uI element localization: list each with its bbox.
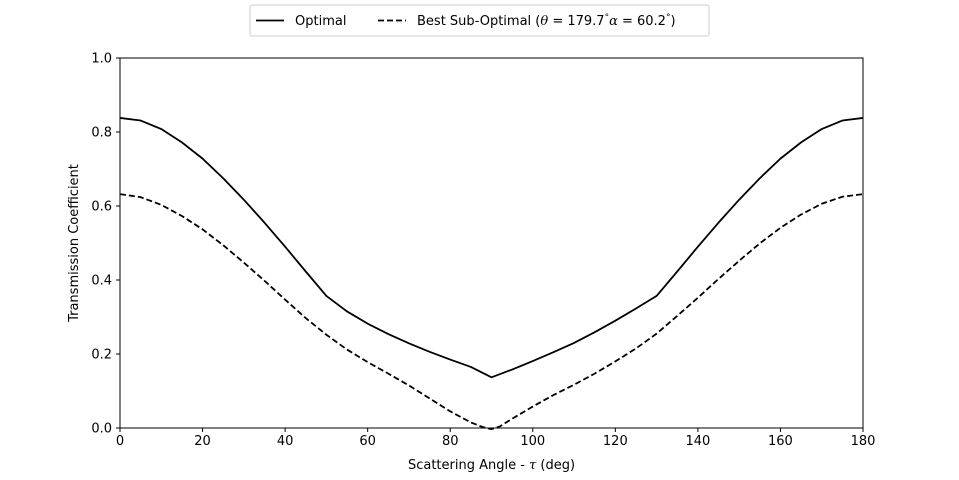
x-tick-label: 140 xyxy=(685,434,710,449)
legend-label-suffix: ) xyxy=(670,14,675,29)
x-tick-label: 20 xyxy=(194,434,211,449)
tau-symbol: τ xyxy=(529,458,537,473)
x-tick-label: 100 xyxy=(520,434,545,449)
x-axis-label-prefix: Scattering Angle - xyxy=(408,458,529,473)
legend: Optimal Best Sub-Optimal (θ = 179.7°α = … xyxy=(249,4,710,37)
theta-symbol: θ xyxy=(540,14,548,29)
legend-label-sub-optimal: Best Sub-Optimal (θ = 179.7°α = 60.2°) xyxy=(417,13,676,29)
x-tick-label: 40 xyxy=(277,434,294,449)
x-axis-label: Scattering Angle - τ (deg) xyxy=(408,458,575,473)
alpha-degree: ° xyxy=(666,13,671,23)
x-tick-label: 120 xyxy=(603,434,628,449)
y-axis-label: Transmission Coefficient xyxy=(67,164,82,323)
legend-label-optimal: Optimal xyxy=(295,14,346,29)
theta-degree: ° xyxy=(605,13,610,23)
legend-frame xyxy=(249,4,710,37)
x-axis-ticks: 0 20 40 60 80 100 120 140 160 180 xyxy=(116,428,876,449)
x-tick-label: 160 xyxy=(768,434,793,449)
legend-label-prefix: Best Sub-Optimal ( xyxy=(417,14,540,29)
x-tick-label: 80 xyxy=(442,434,459,449)
theta-value: = 179.7 xyxy=(548,14,604,29)
series-line-best-sub-optimal xyxy=(119,193,864,431)
series-line-optimal xyxy=(119,117,864,379)
y-tick-label: 0.0 xyxy=(91,422,112,437)
y-tick-label: 0.6 xyxy=(91,200,112,215)
y-tick-label: 0.4 xyxy=(91,274,112,289)
alpha-value: = 60.2 xyxy=(618,14,666,29)
y-axis-ticks: 0.0 0.2 0.4 0.6 0.8 1.0 xyxy=(91,52,120,437)
series-layer xyxy=(119,117,864,431)
x-tick-label: 60 xyxy=(359,434,376,449)
y-tick-label: 1.0 xyxy=(91,52,112,67)
alpha-symbol: α xyxy=(609,14,618,29)
x-axis-label-suffix: (deg) xyxy=(536,458,575,473)
y-tick-label: 0.8 xyxy=(91,126,112,141)
x-tick-label: 0 xyxy=(116,434,124,449)
y-tick-label: 0.2 xyxy=(91,348,112,363)
plot-frame xyxy=(119,57,864,429)
x-tick-label: 180 xyxy=(851,434,876,449)
